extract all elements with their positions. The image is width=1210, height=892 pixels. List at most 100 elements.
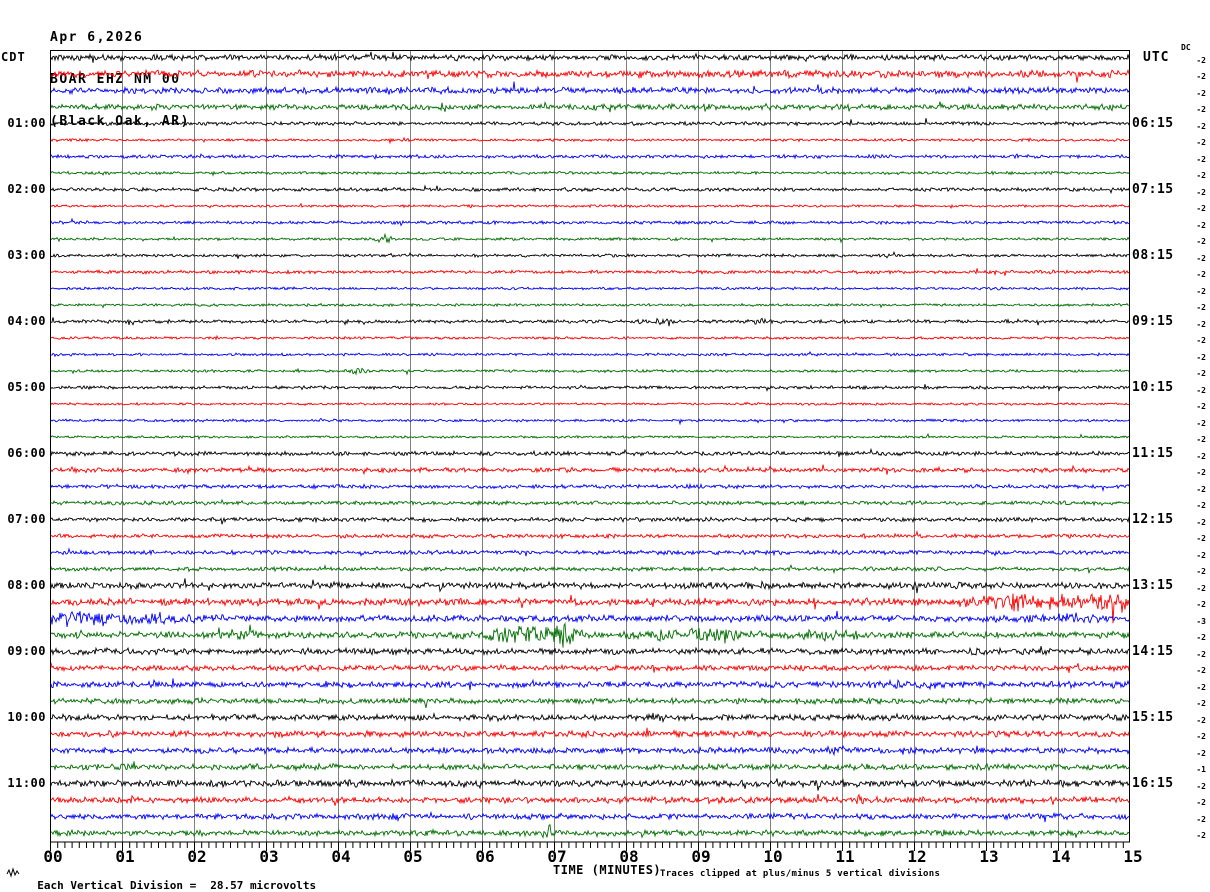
dc-offset-value: -2 xyxy=(1196,798,1206,807)
trace-row xyxy=(50,367,1130,376)
x-tick-label: 10 xyxy=(763,847,783,866)
right-time-label: 16:15 xyxy=(1132,775,1174,791)
trace-row xyxy=(50,696,1130,709)
dc-offset-value: -2 xyxy=(1196,699,1206,708)
dc-offset-value: -2 xyxy=(1196,88,1206,98)
dc-offset-value: -2 xyxy=(1196,567,1206,576)
dc-offset-value: -2 xyxy=(1196,715,1206,725)
left-time-label: 05:00 xyxy=(7,379,46,394)
dc-offset-value: -2 xyxy=(1196,187,1206,197)
trace-row xyxy=(50,662,1130,673)
right-timezone-label: UTC xyxy=(1143,50,1170,65)
dc-offset-value: -2 xyxy=(1196,583,1206,593)
dc-offset-value: -2 xyxy=(1196,171,1206,180)
dc-offset-value: -2 xyxy=(1196,385,1206,395)
trace-row xyxy=(50,334,1130,341)
x-tick-label: 04 xyxy=(331,847,351,866)
left-time-label: 11:00 xyxy=(7,775,46,790)
trace-row xyxy=(50,464,1130,476)
x-tick-label: 13 xyxy=(979,847,999,866)
dc-offset-value: -1 xyxy=(1196,765,1206,774)
dc-offset-header: DC xyxy=(1181,43,1191,52)
trace-row xyxy=(50,529,1130,540)
left-time-label: 09:00 xyxy=(7,643,46,658)
left-time-label: 08:00 xyxy=(7,577,46,592)
dc-offset-value: -3 xyxy=(1196,616,1206,626)
trace-row xyxy=(50,232,1130,244)
dc-offset-value: -2 xyxy=(1196,517,1206,527)
x-tick-label: 09 xyxy=(691,847,711,866)
trace-row xyxy=(50,711,1130,724)
waveform-glyph xyxy=(6,867,20,878)
trace-row xyxy=(50,136,1130,145)
dc-offset-value: -2 xyxy=(1196,831,1206,840)
trace-row xyxy=(50,384,1130,392)
trace-row xyxy=(50,610,1130,627)
scale-note: Each Vertical Division = 28.57 microvolts xyxy=(24,866,316,892)
trace-row xyxy=(50,593,1130,624)
trace-row xyxy=(50,51,1130,63)
trace-row xyxy=(50,482,1130,493)
x-tick-label: 03 xyxy=(259,847,279,866)
x-tick-label: 05 xyxy=(403,847,423,866)
dc-offset-value: -2 xyxy=(1196,649,1206,659)
trace-row xyxy=(50,678,1130,691)
right-time-label: 14:15 xyxy=(1132,643,1174,659)
plot-header: Apr 6,2026 BOAR EHZ NM 00 (Black Oak, AR… xyxy=(50,3,190,143)
dc-offset-value: -2 xyxy=(1196,402,1206,411)
dc-offset-value: -2 xyxy=(1196,220,1206,230)
trace-row xyxy=(50,317,1130,327)
dc-offset-value: -2 xyxy=(1196,600,1206,609)
x-tick-label: 06 xyxy=(475,847,495,866)
dc-offset-value: -2 xyxy=(1196,154,1206,164)
dc-offset-value: -2 xyxy=(1196,814,1206,824)
trace-row xyxy=(50,170,1130,177)
x-tick-label: 07 xyxy=(547,847,567,866)
dc-offset-value: -2 xyxy=(1196,682,1206,692)
dc-offset-value: -2 xyxy=(1196,633,1206,642)
trace-row xyxy=(50,744,1130,757)
right-time-label: 15:15 xyxy=(1132,709,1174,725)
trace-row xyxy=(50,286,1130,291)
trace-row xyxy=(50,547,1130,557)
dc-offset-value: -2 xyxy=(1196,237,1206,246)
dc-offset-value: -2 xyxy=(1196,732,1206,741)
trace-row xyxy=(50,432,1130,441)
trace-row xyxy=(50,564,1130,575)
left-time-label: 03:00 xyxy=(7,247,46,262)
dc-offset-value: -2 xyxy=(1196,138,1206,147)
dc-offset-value: -2 xyxy=(1196,336,1206,345)
x-axis-title: TIME (MINUTES) xyxy=(553,863,662,877)
trace-row xyxy=(50,302,1130,309)
trace-row xyxy=(50,417,1130,426)
left-timezone-label: CDT xyxy=(1,50,26,64)
dc-offset-value: -2 xyxy=(1196,418,1206,428)
trace-row xyxy=(50,184,1130,195)
dc-offset-value: -2 xyxy=(1196,369,1206,378)
trace-row xyxy=(50,793,1130,806)
trace-row xyxy=(50,217,1130,227)
right-time-label: 08:15 xyxy=(1132,247,1174,263)
dc-offset-value: -2 xyxy=(1196,72,1206,81)
left-time-label: 07:00 xyxy=(7,511,46,526)
right-time-label: 09:15 xyxy=(1132,313,1174,329)
trace-row xyxy=(50,68,1130,83)
right-time-label: 13:15 xyxy=(1132,577,1174,593)
left-time-label: 04:00 xyxy=(7,313,46,328)
dc-offset-value: -2 xyxy=(1196,534,1206,543)
header-location: (Black Oak, AR) xyxy=(50,114,190,129)
x-tick-label: 14 xyxy=(1051,847,1071,866)
dc-offset-value: -2 xyxy=(1196,303,1206,312)
trace-row xyxy=(50,823,1130,839)
header-date: Apr 6,2026 xyxy=(50,30,144,45)
trace-row xyxy=(50,727,1130,739)
trace-row xyxy=(50,202,1130,210)
trace-row xyxy=(50,268,1130,277)
trace-row xyxy=(50,778,1130,791)
trace-row xyxy=(50,118,1130,128)
dc-offset-value: -2 xyxy=(1196,105,1206,114)
plot-frame xyxy=(50,50,1130,843)
x-tick-label: 02 xyxy=(187,847,207,866)
trace-row xyxy=(50,516,1130,525)
